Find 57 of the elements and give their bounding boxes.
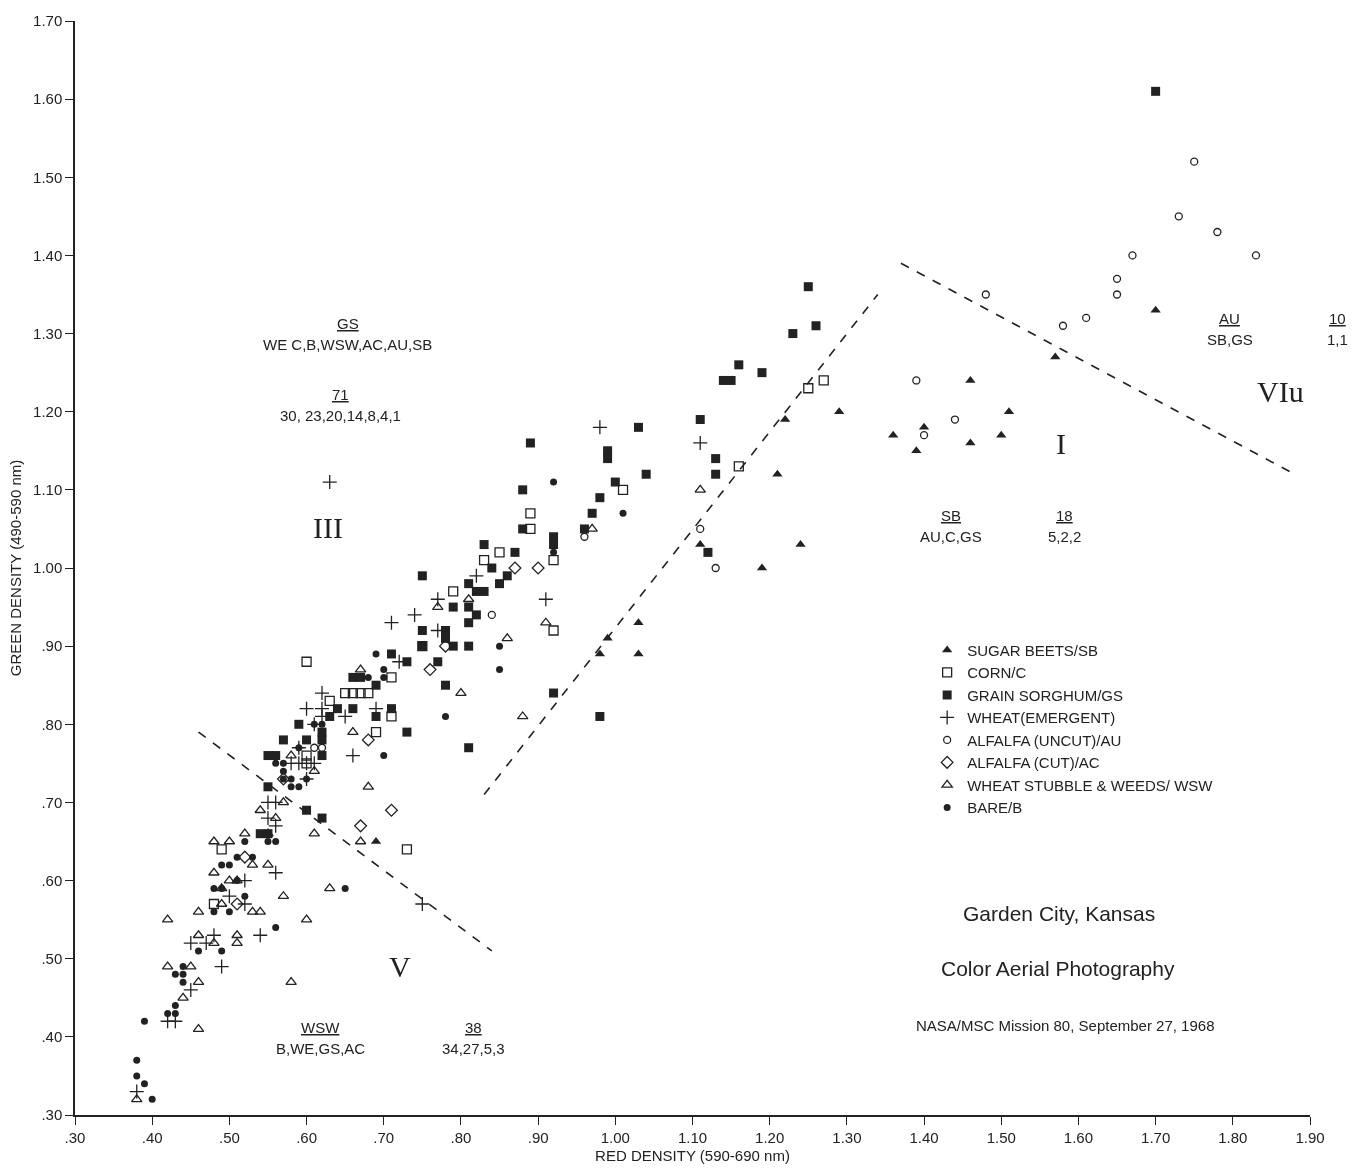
x-tick-label: 1.80 <box>1218 1128 1248 1146</box>
annotation: 38 34,27,5,3 <box>442 1019 505 1057</box>
x-tick-label: .90 <box>527 1128 549 1146</box>
annotation: SB AU,C,GS <box>920 507 982 545</box>
annotation: WSW B,WE,GS,AC <box>276 1019 366 1057</box>
y-tick-label: 1.60 <box>33 90 63 108</box>
text: 10 1,1 <box>1327 310 1348 348</box>
x-tick-label: 1.50 <box>986 1128 1016 1146</box>
x-tick-label: 1.20 <box>755 1128 785 1146</box>
x-tick-label: .80 <box>450 1128 472 1146</box>
x-tick-label: 1.40 <box>909 1128 939 1146</box>
x-tick-label: .70 <box>373 1128 395 1146</box>
annotation: Color Aerial Photography <box>941 957 1175 980</box>
legend-label: BARE/B <box>967 799 1023 817</box>
y-tick-label: 1.50 <box>33 168 63 186</box>
y-tick-label: 1.20 <box>33 402 63 420</box>
y-tick-label: .50 <box>41 949 63 967</box>
annotation: 18 5,2,2 <box>1048 507 1082 545</box>
annotation: III <box>313 511 343 544</box>
x-axis-title: RED DENSITY (590-690 nm) <box>595 1147 790 1165</box>
annotation: I <box>1056 427 1066 460</box>
y-tick-label: .80 <box>41 715 63 733</box>
y-tick-label: .30 <box>41 1106 63 1124</box>
y-tick-label: 1.10 <box>33 481 63 499</box>
y-tick-label: 1.00 <box>33 559 63 577</box>
x-tick-label: .60 <box>296 1128 317 1146</box>
legend-label: WHEAT(EMERGENT) <box>967 709 1116 727</box>
legend-label: CORN/C <box>967 664 1027 682</box>
annotation: GS WE C,B,WSW,AC,AU,SB <box>263 315 433 353</box>
y-tick-label: .70 <box>41 793 63 811</box>
y-axis-title: GREEN DENSITY (490-590 nm) <box>6 459 24 677</box>
x-tick-label: 1.60 <box>1063 1128 1094 1146</box>
legend-label: WHEAT STUBBLE & WEEDS/ WSW <box>967 776 1214 794</box>
legend-label: ALFALFA (CUT)/AC <box>967 754 1100 772</box>
annotation: Garden City, Kansas <box>963 902 1156 925</box>
x-tick-label: 1.70 <box>1141 1128 1171 1146</box>
y-tick-label: .40 <box>41 1028 63 1046</box>
annotation: NASA/MSC Mission 80, September 27, 1968 <box>916 1017 1215 1034</box>
x-tick-label: .40 <box>141 1128 163 1146</box>
legend-label: GRAIN SORGHUM/GS <box>967 686 1124 704</box>
annotation: V <box>389 950 411 983</box>
legend-label: SUGAR BEETS/SB <box>967 641 1099 659</box>
x-tick-label: 1.00 <box>600 1128 630 1146</box>
annotation: VIu <box>1257 375 1304 408</box>
x-tick-label: 1.90 <box>1295 1128 1325 1146</box>
annotation: 71 30, 23,20,14,8,4,1 <box>280 386 401 424</box>
x-tick-label: .30 <box>64 1128 86 1146</box>
y-tick-label: 1.30 <box>33 324 63 342</box>
y-tick-label: 1.40 <box>33 246 63 264</box>
y-tick-label: .90 <box>41 637 63 655</box>
x-tick-label: 1.10 <box>677 1128 708 1146</box>
y-tick-label: .60 <box>41 871 63 889</box>
legend-label: ALFALFA (UNCUT)/AU <box>967 731 1122 749</box>
annotation: AU SB,GS <box>1207 310 1253 348</box>
y-tick-label: 1.70 <box>33 12 63 30</box>
x-tick-label: .50 <box>218 1128 240 1146</box>
x-tick-label: 1.30 <box>832 1128 862 1146</box>
